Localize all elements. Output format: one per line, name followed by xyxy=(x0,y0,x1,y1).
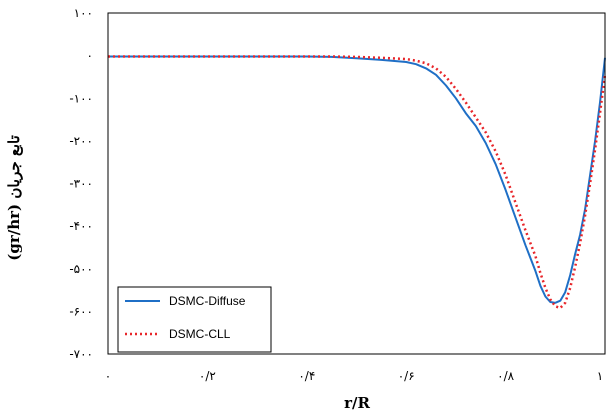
series-line-dsmc-cll xyxy=(108,55,606,310)
legend-box xyxy=(117,286,272,353)
y-tick-label: -۱۰۰ xyxy=(69,91,93,105)
series-line-dsmc-diffuse xyxy=(108,55,606,304)
y-tick-label: ۱۰۰ xyxy=(74,6,93,20)
x-tick-label: ۰/۴ xyxy=(298,369,315,383)
x-tick-label: ۰ xyxy=(105,369,111,383)
x-tick-label: ۰/۶ xyxy=(398,369,415,383)
y-tick-label: -۳۰۰ xyxy=(69,177,93,191)
x-axis-title: r/R xyxy=(344,394,370,412)
y-tick-label: ۰ xyxy=(87,49,93,63)
x-tick-label: ۱ xyxy=(597,369,603,383)
legend: DSMC-Diffuse DSMC-CLL xyxy=(117,286,272,353)
legend-label-cll: DSMC-CLL xyxy=(169,327,231,341)
y-tick-label: -۴۰۰ xyxy=(69,219,93,233)
y-axis-title: (gr/hr) تابع جریان xyxy=(5,135,23,261)
series-lines xyxy=(108,55,606,310)
x-tick-label: ۰/۸ xyxy=(497,369,514,383)
y-tick-label: -۷۰۰ xyxy=(69,347,93,361)
legend-label-diffuse: DSMC-Diffuse xyxy=(169,294,246,308)
tick-labels: ۱۰۰ ۰ -۱۰۰ -۲۰۰ -۳۰۰ -۴۰۰ -۵۰۰ -۶۰۰ -۷۰۰ ۰ ۰/۲ ۰/۴ ۰… xyxy=(69,6,603,383)
axes xyxy=(107,12,606,355)
x-tick-label: ۰/۲ xyxy=(199,369,216,383)
y-tick-label: -۵۰۰ xyxy=(69,262,93,276)
y-tick-label: -۶۰۰ xyxy=(69,304,93,318)
y-tick-label: -۲۰۰ xyxy=(69,134,93,148)
plot-frame xyxy=(107,12,606,355)
